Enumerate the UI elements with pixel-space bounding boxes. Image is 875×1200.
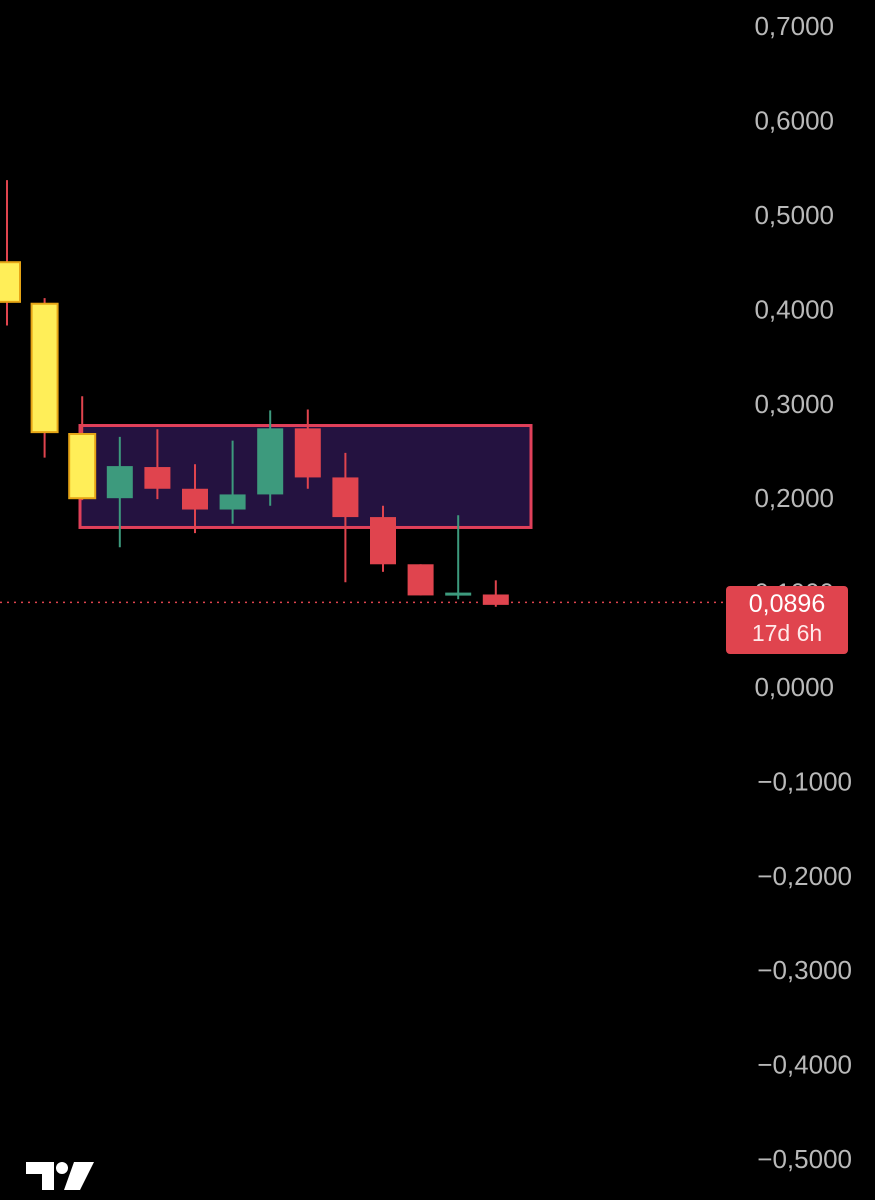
candles-layer [0,180,509,607]
candle-body [30,302,59,434]
candle [257,410,284,506]
y-tick-label: 0,7000 [754,11,834,41]
candle-countdown: 17d 6h [751,620,823,646]
candle [332,452,359,583]
y-tick-label: 0,4000 [754,294,834,324]
y-tick-label: 0,6000 [754,106,834,136]
candle [68,396,97,501]
y-tick-label: −0,4000 [757,1050,852,1080]
candle [370,505,396,572]
current-price-label: 0,0896 17d 6h [726,586,848,654]
y-tick-label: −0,1000 [757,766,852,796]
candle-body [294,428,321,478]
candle [182,464,208,534]
candle [219,440,246,524]
candle-body [68,433,97,500]
y-tick-label: −0,5000 [757,1144,852,1174]
candle [106,436,133,548]
candle-body [370,517,396,565]
y-tick-label: 0,5000 [754,200,834,230]
candle [482,580,509,607]
candle [445,515,472,600]
candle-body [106,466,133,499]
candle [407,564,434,596]
candle [30,298,59,458]
candle-body [144,467,171,489]
y-tick-label: 0,0000 [754,672,834,702]
candle-body [407,564,434,596]
tradingview-logo-icon[interactable] [24,1158,96,1194]
candle [294,409,321,489]
candle [144,429,171,500]
candle-body [182,488,208,510]
candle-body [482,594,509,605]
y-tick-label: 0,3000 [754,389,834,419]
y-tick-label: −0,3000 [757,955,852,985]
current-price-value: 0,0896 [748,590,826,618]
candle-body [219,494,246,510]
y-tick-label: −0,2000 [757,861,852,891]
candle-body [0,261,21,303]
y-tick-label: 0,2000 [754,483,834,513]
candle-body [332,477,359,518]
candle-body [445,592,472,596]
candle [0,180,21,326]
candle-body [257,428,284,495]
